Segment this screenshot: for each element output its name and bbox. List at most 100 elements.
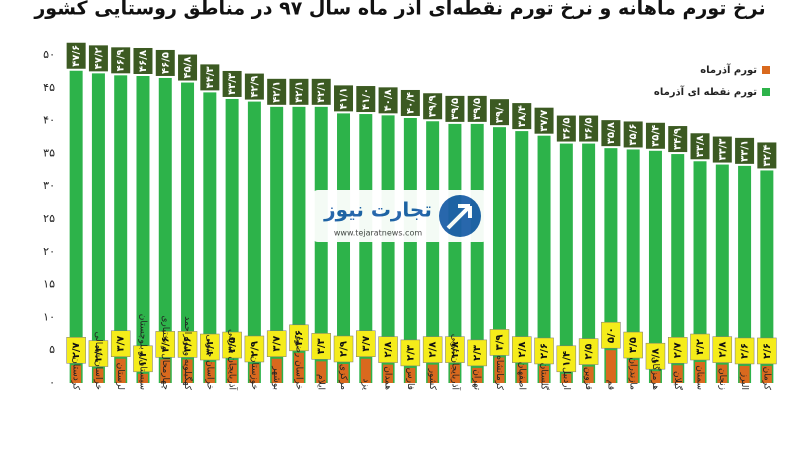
x-tick-label: کرمان (761, 367, 771, 391)
bar (539, 365, 550, 383)
value-label-box (489, 329, 510, 356)
value-label-box (110, 330, 131, 357)
value-label-box (623, 331, 643, 359)
y-tick-label: ۳۰ (43, 179, 55, 192)
bar (158, 77, 172, 384)
bar (137, 373, 148, 383)
value-label: ۳۸/۴ (517, 105, 528, 127)
legend-swatch (762, 88, 770, 96)
value-label-box (111, 47, 131, 74)
bar (360, 358, 371, 383)
value-label-box (333, 335, 354, 363)
value-label-box (222, 331, 242, 359)
value-label: ۱/۴ (561, 351, 572, 367)
bar (227, 360, 238, 383)
value-label-box (244, 73, 264, 100)
x-tick-label: قزوین (583, 367, 593, 390)
bar (605, 350, 616, 383)
x-tick-label: کهگیلویه و بویراحمد (182, 316, 194, 390)
bar (561, 373, 572, 383)
value-label-box (757, 142, 777, 169)
x-tick-label: قم (605, 380, 615, 390)
bar (626, 149, 640, 383)
value-label-box (445, 336, 465, 363)
value-label: ۳/۶ (160, 336, 171, 352)
bar (181, 82, 195, 383)
value-label-box (579, 115, 599, 142)
value-label: ۳/۷ (272, 336, 283, 352)
value-label-box (88, 45, 108, 72)
bar (449, 364, 460, 383)
value-label-box (534, 107, 554, 134)
value-label: ۳۹/۹ (428, 95, 439, 117)
value-label: ۴۲/۱ (294, 81, 305, 103)
bar (114, 75, 128, 383)
value-label: ۴/۶ (294, 330, 305, 346)
y-tick-label: ۲۰ (43, 245, 55, 258)
y-tick-label: ۵۰ (43, 48, 55, 61)
x-tick-label: ایلام (316, 374, 326, 390)
value-label-box (645, 342, 666, 370)
value-label-box (734, 337, 755, 365)
value-label-box (66, 42, 86, 69)
value-label: ۱/۴ (138, 351, 149, 367)
value-label: ۴۲/۹ (249, 76, 260, 98)
value-label-box (534, 337, 554, 365)
value-label: ۳/۶ (183, 336, 194, 352)
x-tick-label: کشور (427, 368, 437, 391)
y-tick-label: ۳۵ (43, 146, 55, 159)
x-tick-label: کرمانشاه (494, 355, 504, 391)
value-label: ۳۳/۱ (740, 140, 751, 162)
value-label-box (690, 333, 710, 361)
value-label-box (311, 333, 331, 360)
value-label: ۴۲/۱ (316, 81, 327, 103)
value-label: ۲/۳ (405, 345, 416, 361)
x-tick-label: آذربایجان غربی (449, 334, 461, 391)
value-label-box (623, 121, 643, 148)
value-label: ۴۳/۳ (227, 73, 238, 95)
value-label-box (378, 87, 398, 114)
value-label-box (267, 78, 287, 105)
value-label: ۳۹/۵ (472, 98, 483, 120)
value-label: ۴۲/۱ (272, 81, 283, 103)
x-tick-label: آذربایجان شرقی (227, 329, 239, 390)
bar (672, 365, 683, 383)
value-label-box (423, 93, 443, 120)
value-label-box (645, 122, 665, 149)
value-label: ۳/۵ (227, 337, 238, 353)
value-label: ۲/۶ (740, 343, 751, 359)
bar (249, 363, 260, 383)
bar (136, 75, 150, 383)
bar (314, 106, 328, 383)
bar (693, 161, 707, 383)
value-label-box (356, 330, 376, 357)
bar (293, 352, 304, 383)
value-label: ۳۳/۸ (695, 135, 706, 157)
value-label-box (311, 78, 331, 105)
value-label: ۲/۹ (339, 341, 350, 357)
value-label-box (133, 47, 153, 74)
value-label-box (512, 336, 532, 363)
x-tick-label: گلستان (539, 363, 551, 391)
bar (760, 170, 774, 383)
x-tick-label: بوشهر (271, 365, 281, 390)
value-label-box (178, 54, 198, 81)
bar (69, 70, 83, 383)
value-label-box (578, 338, 599, 365)
bar (717, 364, 728, 383)
watermark-arrow (446, 204, 472, 230)
value-label-box (88, 340, 109, 367)
x-tick-label: مرکزی (338, 364, 348, 390)
value-label-box (334, 85, 354, 112)
bar (582, 143, 596, 383)
x-tick-label: خوزستان (249, 356, 259, 390)
value-label-box (133, 345, 153, 373)
value-label: ۳/۵ (628, 337, 639, 353)
value-label: ۴۶/۸ (138, 50, 149, 72)
bar (427, 364, 438, 383)
bar (93, 368, 104, 383)
x-tick-label: سیستان و بلوچستان (137, 314, 147, 390)
value-label: ۳۷/۷ (539, 110, 550, 132)
bar (359, 114, 373, 383)
